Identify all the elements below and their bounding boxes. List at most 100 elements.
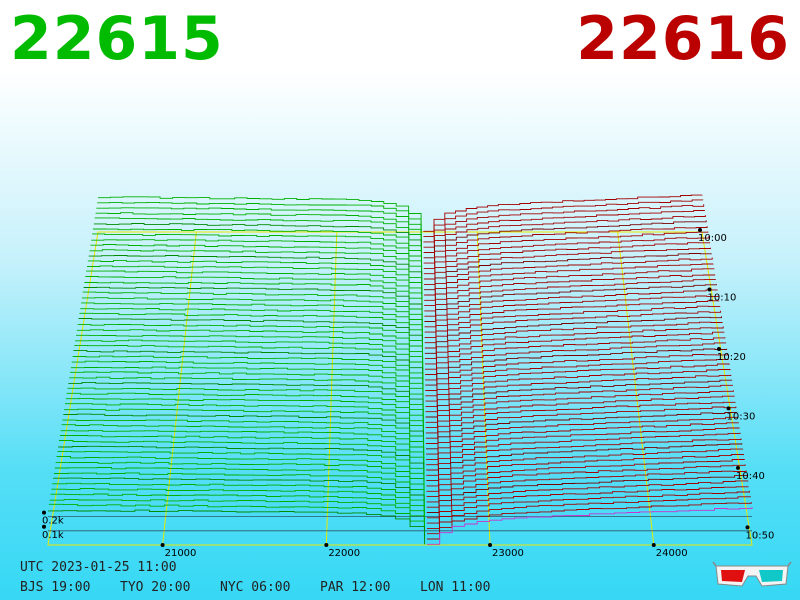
bid-depth-line xyxy=(52,482,425,518)
ask-depth-line xyxy=(426,443,743,482)
ask-depth-line xyxy=(426,422,739,460)
bid-depth-line xyxy=(93,223,422,258)
ask-depth-line xyxy=(426,448,744,487)
utc-clock: UTC 2023-01-25 11:00 xyxy=(20,560,177,575)
ask-depth-line xyxy=(424,300,720,338)
bid-depth-line xyxy=(49,499,425,534)
ask-depth-line xyxy=(423,210,705,248)
ask-depth-line xyxy=(424,253,712,291)
ask-depth-line xyxy=(427,502,752,540)
bid-depth-line xyxy=(54,467,425,502)
bid-depth-line xyxy=(81,302,423,338)
bid-depth-line xyxy=(70,366,424,402)
best-bid-price: 22615 xyxy=(10,4,224,74)
bid-depth-line xyxy=(90,244,423,279)
bid-depth-line xyxy=(95,212,422,248)
ask-depth-line xyxy=(424,321,723,360)
bid-depth-line xyxy=(75,339,424,375)
ask-depth-line xyxy=(423,242,711,280)
bid-depth-line xyxy=(65,397,424,433)
bid-depth-line xyxy=(84,281,423,317)
ask-depth-line xyxy=(426,427,740,466)
ask-depth-line xyxy=(426,459,745,498)
ask-depth-line xyxy=(427,496,751,535)
time-tick-label: 10:50 xyxy=(746,530,775,541)
bid-depth-line xyxy=(67,387,424,423)
ask-depth-line xyxy=(424,289,718,328)
time-tick xyxy=(707,287,712,292)
ask-depth-line xyxy=(427,507,753,545)
ask-depth-line xyxy=(424,284,717,322)
bid-depth-line xyxy=(80,308,423,343)
bid-depth-line xyxy=(62,419,425,455)
bid-depth-line xyxy=(92,228,422,264)
ask-depth-line xyxy=(425,363,730,402)
bid-depth-line xyxy=(55,461,425,497)
bid-depth-line xyxy=(66,392,424,428)
bid-depth-line xyxy=(64,403,424,439)
ask-depth-line xyxy=(427,490,750,529)
bid-depth-line xyxy=(77,323,423,359)
ask-depth-line xyxy=(425,395,735,434)
ask-depth-line xyxy=(425,353,728,391)
bid-depth-line xyxy=(85,276,423,311)
ask-depth-line xyxy=(423,215,706,253)
ask-depth-line xyxy=(425,331,725,370)
bid-depth-line xyxy=(59,435,425,470)
bid-depth-line xyxy=(87,265,423,301)
time-tick xyxy=(717,346,721,351)
time-tick-label: 10:30 xyxy=(727,411,756,422)
bid-depth-line xyxy=(79,312,423,348)
ask-depth-line xyxy=(426,438,742,476)
ask-depth-line xyxy=(425,337,726,375)
bid-depth-line xyxy=(78,318,423,354)
ask-depth-line xyxy=(426,432,741,471)
ask-depth-line xyxy=(425,384,733,423)
bid-depth-line xyxy=(94,217,422,253)
bid-depth-line xyxy=(74,344,424,380)
time-tick xyxy=(726,406,731,411)
price-tick-label: 24000 xyxy=(656,548,688,559)
clock-nyc: NYC 06:00 xyxy=(220,580,291,595)
ask-depth-line xyxy=(425,379,733,418)
ask-depth-line xyxy=(425,358,729,397)
time-tick-label: 10:40 xyxy=(736,471,765,482)
clock-par: PAR 12:00 xyxy=(320,580,391,595)
ask-depth-line xyxy=(425,401,736,439)
ask-depth-line xyxy=(426,454,744,492)
bid-depth-line xyxy=(83,286,423,322)
clock-bjs: BJS 19:00 xyxy=(20,580,91,595)
time-tick-label: 10:00 xyxy=(698,233,727,244)
bid-depth-line xyxy=(96,207,422,242)
bid-depth-line xyxy=(59,440,425,476)
price-tick-label: 21000 xyxy=(165,548,197,559)
bid-depth-line xyxy=(71,360,424,396)
best-ask-price: 22616 xyxy=(576,4,790,74)
ask-depth-line xyxy=(424,257,713,296)
bid-depth-line xyxy=(72,355,424,391)
price-tick-label: 22000 xyxy=(328,548,360,559)
bid-depth-line xyxy=(76,329,423,364)
3d-glasses-icon[interactable] xyxy=(712,558,792,590)
ask-depth-line xyxy=(426,470,747,508)
ask-depth-line xyxy=(425,406,737,444)
ask-depth-line xyxy=(424,295,719,333)
ask-depth-line xyxy=(423,231,709,269)
price-tick xyxy=(488,543,493,547)
ask-depth-line xyxy=(426,480,749,519)
bid-depth-line xyxy=(58,445,425,481)
ask-depth-line xyxy=(423,199,704,238)
ask-depth-line xyxy=(424,263,714,301)
bid-depth-line xyxy=(91,239,422,274)
bid-depth-line xyxy=(86,270,423,306)
price-tick xyxy=(651,543,656,547)
ask-depth-line xyxy=(424,247,711,285)
price-gridline xyxy=(325,231,338,546)
bid-depth-line xyxy=(50,493,425,529)
depth-tick-label: 0.1k xyxy=(42,530,64,541)
bid-depth-line xyxy=(51,488,425,524)
bid-depth-line xyxy=(57,450,425,486)
time-tick-label: 10:20 xyxy=(717,352,746,363)
bid-depth-line xyxy=(87,259,423,295)
chart-axes: 21000 22000 23000 24000 0.1k 0.2k 10:00 10:10 10… xyxy=(42,228,774,559)
